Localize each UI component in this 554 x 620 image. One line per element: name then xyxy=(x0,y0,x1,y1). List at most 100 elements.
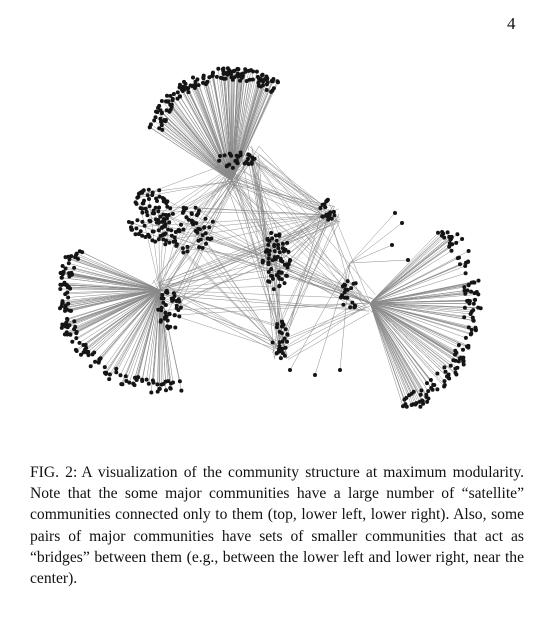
graph-node xyxy=(93,359,98,364)
graph-node xyxy=(462,288,467,293)
graph-node xyxy=(270,276,275,281)
graph-edge xyxy=(369,231,443,304)
graph-node xyxy=(277,283,282,288)
graph-edge xyxy=(104,289,161,368)
graph-node xyxy=(238,78,242,83)
graph-node xyxy=(234,159,239,164)
graph-node xyxy=(201,76,206,81)
graph-node xyxy=(184,206,189,211)
graph-edge xyxy=(159,289,348,299)
graph-edge xyxy=(174,302,371,316)
graph-node xyxy=(207,225,212,230)
graph-node xyxy=(144,377,149,382)
graph-edge xyxy=(160,176,230,298)
graph-edge xyxy=(235,179,321,207)
graph-edge xyxy=(239,187,373,313)
graph-edge xyxy=(146,211,281,351)
graph-node xyxy=(443,369,448,374)
graph-node xyxy=(60,272,65,277)
graph-node xyxy=(471,318,476,323)
graph-node xyxy=(156,218,161,222)
graph-node xyxy=(229,72,233,77)
graph-node xyxy=(223,76,228,81)
graph-node xyxy=(166,326,171,331)
graph-edge xyxy=(369,302,472,313)
graph-node xyxy=(193,205,198,210)
graph-node xyxy=(466,325,471,330)
graph-node xyxy=(146,381,151,386)
graph-node xyxy=(239,74,244,79)
graph-node xyxy=(157,386,162,391)
graph-node xyxy=(60,299,65,304)
graph-edge xyxy=(149,126,233,182)
graph-node xyxy=(154,196,159,201)
graph-node xyxy=(135,218,140,223)
graph-node xyxy=(406,258,410,262)
graph-edge xyxy=(62,289,161,302)
graph-node xyxy=(82,347,87,352)
graph-edge xyxy=(283,220,328,259)
graph-edge xyxy=(162,297,280,342)
graph-node xyxy=(80,250,85,255)
graph-edge xyxy=(369,232,439,304)
graph-edge xyxy=(105,289,161,373)
graph-edge xyxy=(369,302,428,384)
graph-edge xyxy=(76,289,161,352)
graph-node xyxy=(140,206,145,211)
graph-edge xyxy=(369,286,465,304)
graph-edge xyxy=(155,219,340,292)
graph-node xyxy=(107,372,112,377)
graph-node xyxy=(150,238,155,243)
graph-edge xyxy=(369,302,476,330)
graph-edge xyxy=(184,89,233,182)
graph-node xyxy=(462,285,467,290)
graph-edge xyxy=(288,312,370,360)
graph-edge xyxy=(109,289,161,375)
graph-edge xyxy=(259,146,321,214)
graph-node xyxy=(244,79,249,83)
graph-node xyxy=(203,216,208,221)
graph-node xyxy=(285,332,290,337)
graph-node xyxy=(313,373,317,377)
graph-edge xyxy=(76,253,161,291)
graph-edge xyxy=(289,262,351,371)
graph-node xyxy=(159,296,164,301)
graph-edge xyxy=(136,203,371,304)
graph-node xyxy=(182,79,186,84)
graph-edge xyxy=(62,289,161,304)
graph-edge xyxy=(227,180,363,294)
graph-edge xyxy=(369,302,462,358)
graph-node xyxy=(170,211,175,216)
page-number: 4 xyxy=(507,14,516,33)
graph-node xyxy=(332,213,337,218)
graph-edge xyxy=(369,302,416,405)
graph-edge xyxy=(88,289,161,356)
graph-node xyxy=(166,99,171,104)
graph-node xyxy=(282,336,287,341)
graph-node xyxy=(278,356,283,361)
graph-edge xyxy=(75,257,161,291)
graph-edge xyxy=(276,214,331,328)
graph-edge xyxy=(99,289,161,360)
graph-edge xyxy=(369,302,471,335)
graph-edge xyxy=(65,289,161,306)
graph-node xyxy=(146,232,151,237)
network-visualization xyxy=(58,66,483,409)
graph-node xyxy=(271,86,276,91)
graph-node xyxy=(186,90,191,95)
graph-node xyxy=(238,153,243,158)
graph-node xyxy=(77,340,82,345)
graph-node xyxy=(463,335,468,340)
graph-edge xyxy=(228,183,335,207)
graph-node xyxy=(168,93,173,98)
graph-node xyxy=(425,399,430,404)
graph-node xyxy=(68,286,73,291)
graph-node xyxy=(60,264,65,268)
graph-node xyxy=(86,353,91,358)
graph-node xyxy=(278,256,283,261)
graph-node xyxy=(280,241,285,246)
graph-node xyxy=(163,242,168,247)
graph-edge xyxy=(70,289,161,335)
graph-edge xyxy=(150,294,285,347)
graph-edge xyxy=(227,72,233,182)
